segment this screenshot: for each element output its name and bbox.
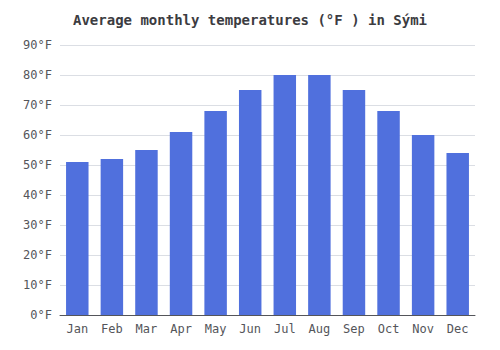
svg-text:Aug: Aug	[309, 322, 331, 336]
svg-text:Mar: Mar	[136, 322, 158, 336]
svg-text:70°F: 70°F	[23, 98, 52, 112]
svg-text:30°F: 30°F	[23, 218, 52, 232]
svg-text:Feb: Feb	[101, 322, 123, 336]
svg-text:80°F: 80°F	[23, 68, 52, 82]
svg-text:90°F: 90°F	[23, 38, 52, 52]
svg-text:Oct: Oct	[378, 322, 400, 336]
svg-text:May: May	[205, 322, 227, 336]
svg-text:10°F: 10°F	[23, 278, 52, 292]
svg-text:Apr: Apr	[170, 322, 192, 336]
svg-text:50°F: 50°F	[23, 158, 52, 172]
svg-text:Jan: Jan	[66, 322, 88, 336]
svg-text:Average monthly temperatures (: Average monthly temperatures (°F ) in Sý…	[73, 12, 427, 28]
svg-text:Jun: Jun	[239, 322, 261, 336]
svg-text:0°F: 0°F	[30, 308, 52, 322]
svg-text:40°F: 40°F	[23, 188, 52, 202]
svg-text:Nov: Nov	[412, 322, 434, 336]
svg-text:Dec: Dec	[447, 322, 469, 336]
svg-text:20°F: 20°F	[23, 248, 52, 262]
svg-text:Jul: Jul	[274, 322, 296, 336]
svg-text:Sep: Sep	[343, 322, 365, 336]
svg-text:60°F: 60°F	[23, 128, 52, 142]
